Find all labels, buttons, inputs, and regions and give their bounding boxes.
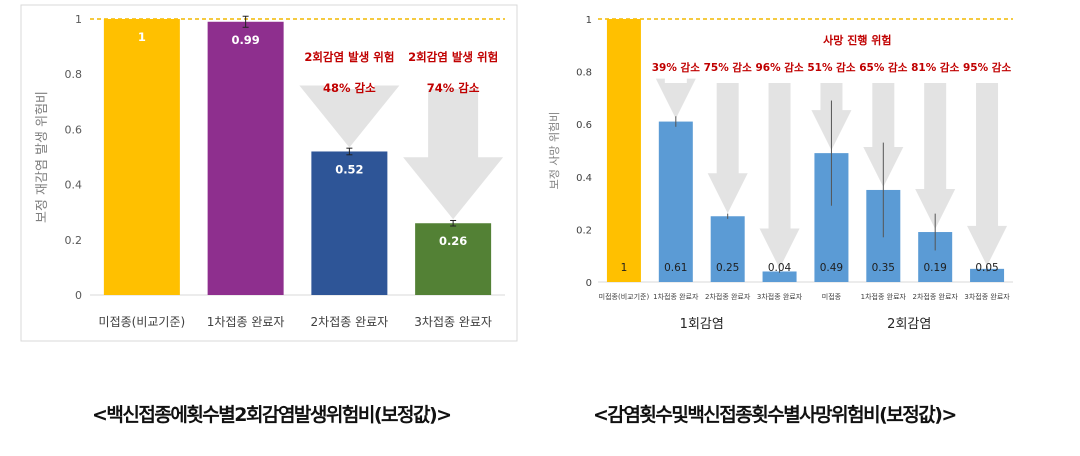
bar	[710, 216, 745, 282]
data-label: 0.35	[872, 262, 895, 274]
reduction-arrow	[759, 83, 800, 269]
annotation-text: 74% 감소	[427, 81, 480, 95]
annotation-text: 48% 감소	[323, 81, 376, 95]
bar	[658, 121, 693, 282]
header-annotation: 사망 진행 위험	[823, 33, 891, 47]
y-tick-label: 1	[75, 13, 82, 26]
bar	[103, 19, 180, 295]
data-label: 0.05	[975, 262, 998, 274]
y-tick-label: 0.8	[576, 68, 592, 79]
reduction-arrow	[403, 89, 504, 220]
reduction-arrow	[915, 83, 956, 230]
y-tick-label: 0	[75, 289, 82, 302]
bar	[970, 268, 1005, 282]
chart-death-risk: 0 0.2 0.4 0.6 0.8 1 보정 사망 위험비 사망 진행 위험 39% 감소 75%…	[548, 15, 1013, 332]
data-label: 0.25	[716, 262, 739, 274]
data-label: 0.61	[664, 262, 687, 274]
chart-reinfection-risk: 0 0.2 0.4 0.6 0.8 1 보정 재감염 발생 위험비 2회감염 발생 위험 48%…	[20, 4, 518, 342]
data-label: 1	[621, 262, 628, 274]
y-tick-label: 1	[586, 15, 592, 26]
y-tick-label: 0.6	[65, 123, 83, 136]
bar	[415, 223, 492, 295]
y-tick-label: 0.8	[65, 68, 83, 81]
x-tick-label: 1차접종 완료자	[207, 315, 285, 329]
annotation-text: 95% 감소	[963, 62, 1011, 74]
y-axis-label: 보정 사망 위험비	[548, 112, 561, 190]
x-tick-label: 2차접종 완료자	[913, 292, 959, 301]
data-label: 0.04	[768, 262, 792, 274]
annotation-text: 51% 감소	[807, 62, 855, 74]
x-tick-label: 3차접종 완료자	[964, 292, 1010, 301]
annotation-text: 39% 감소	[652, 62, 700, 74]
x-tick-label: 1차접종 완료자	[653, 292, 699, 301]
y-tick-label: 0.4	[576, 173, 592, 184]
group-label: 2회감염	[887, 317, 931, 332]
group-label: 1회감염	[680, 317, 724, 332]
annotation-text: 96% 감소	[756, 62, 804, 74]
caption-left: <백신접종에횟수별2회감염발생위험비(보정값)>	[92, 404, 452, 426]
data-label: 1	[138, 30, 146, 44]
y-tick-label: 0.4	[65, 179, 83, 192]
x-tick-label: 1차접종 완료자	[861, 292, 907, 301]
bar	[762, 271, 797, 282]
annotation-text: 2회감염 발생 위험	[408, 50, 498, 64]
annotation-text: 81% 감소	[911, 62, 959, 74]
reduction-arrow	[655, 78, 696, 119]
bar	[311, 151, 388, 295]
reduction-arrow	[707, 83, 748, 214]
annotation-text: 65% 감소	[859, 62, 907, 74]
annotation-text: 75% 감소	[704, 62, 752, 74]
y-tick-label: 0	[586, 278, 592, 289]
x-tick-label: 2차접종 완료자	[705, 292, 751, 301]
data-label: 0.19	[923, 262, 946, 274]
data-label: 0.49	[820, 262, 843, 274]
data-label: 0.52	[335, 162, 363, 176]
x-tick-label: 미접종(비교기준)	[99, 315, 186, 329]
data-label: 0.26	[439, 234, 467, 248]
x-tick-label: 3차접종 완료자	[757, 292, 803, 301]
y-tick-label: 0.2	[65, 234, 83, 247]
bar	[207, 21, 284, 295]
x-tick-label: 3차접종 완료자	[414, 315, 492, 329]
reduction-arrow	[863, 83, 904, 187]
reduction-arrow	[299, 85, 400, 148]
y-axis-label: 보정 재감염 발생 위험비	[35, 91, 50, 223]
reduction-arrow	[967, 83, 1008, 266]
y-tick-label: 0.2	[576, 225, 592, 236]
x-tick-label: 미접종	[822, 292, 842, 301]
x-tick-label: 2차접종 완료자	[311, 315, 389, 329]
annotation-text: 2회감염 발생 위험	[304, 50, 394, 64]
caption-right: <감염횟수및백신접종횟수별사망위험비(보정값)>	[593, 404, 957, 426]
bar	[606, 19, 641, 282]
data-label: 0.99	[231, 33, 259, 47]
x-tick-label: 미접종(비교기준)	[599, 292, 650, 301]
y-tick-label: 0.6	[576, 120, 592, 131]
